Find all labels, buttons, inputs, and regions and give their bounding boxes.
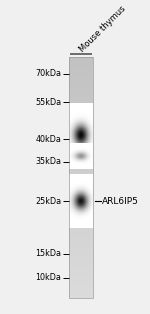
Text: 55kDa: 55kDa	[35, 98, 62, 107]
Text: ARL6IP5: ARL6IP5	[102, 197, 139, 206]
Text: 40kDa: 40kDa	[36, 135, 61, 143]
Bar	[69, 57, 93, 298]
Text: 15kDa: 15kDa	[36, 249, 62, 258]
Text: 70kDa: 70kDa	[36, 69, 62, 78]
Text: 35kDa: 35kDa	[36, 157, 62, 166]
Text: 25kDa: 25kDa	[35, 197, 62, 206]
Text: 10kDa: 10kDa	[36, 273, 61, 282]
Text: Mouse thymus: Mouse thymus	[78, 4, 128, 54]
